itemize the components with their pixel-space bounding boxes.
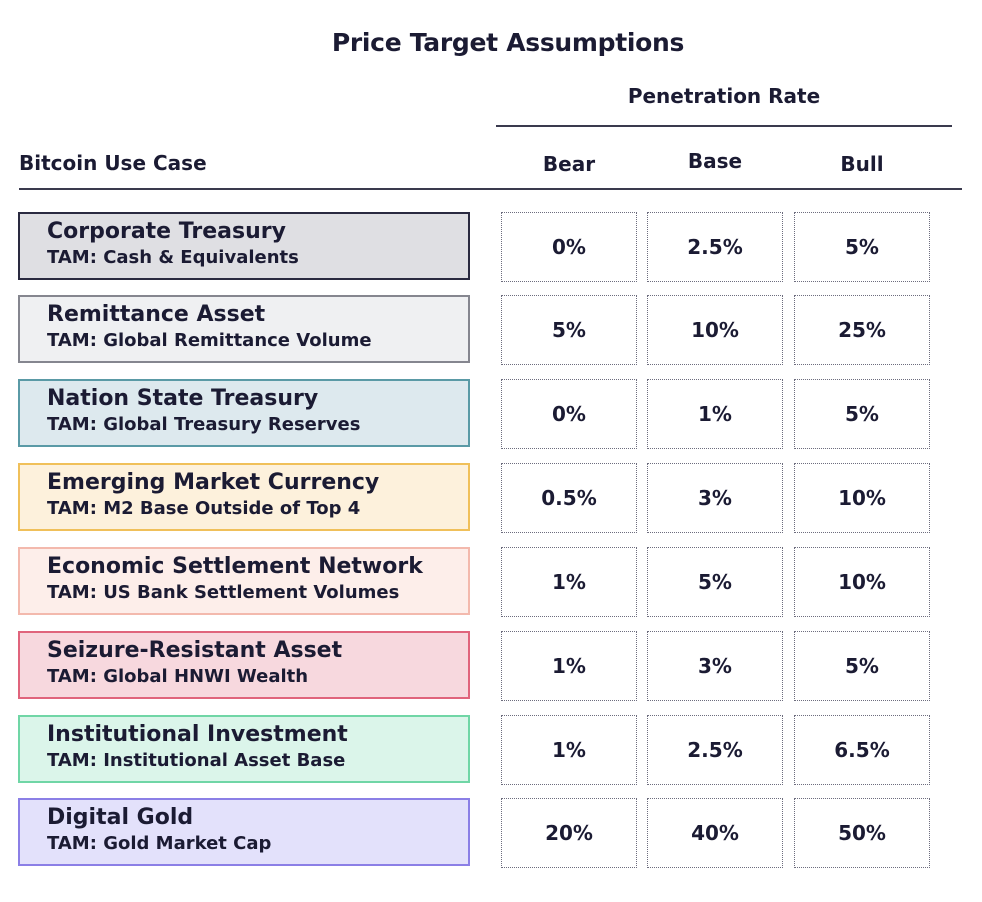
bear-cell: 1%: [501, 715, 637, 785]
bull-cell: 5%: [794, 212, 930, 282]
bull-cell: 50%: [794, 798, 930, 868]
bull-cell: 10%: [794, 463, 930, 533]
bear-cell: 0.5%: [501, 463, 637, 533]
use-case-tam: TAM: Cash & Equivalents: [47, 247, 299, 268]
base-cell: 10%: [647, 295, 783, 365]
bull-cell: 6.5%: [794, 715, 930, 785]
bear-cell: 0%: [501, 212, 637, 282]
use-case-header: Bitcoin Use Case: [19, 151, 207, 175]
use-case-label: Digital Gold TAM: Gold Market Cap: [18, 798, 470, 866]
base-cell: 2.5%: [647, 212, 783, 282]
use-case-tam: TAM: US Bank Settlement Volumes: [47, 582, 400, 603]
table-row: Institutional Investment TAM: Institutio…: [0, 715, 982, 787]
column-header-base: Base: [687, 149, 743, 173]
table-row: Digital Gold TAM: Gold Market Cap 20% 40…: [0, 798, 982, 870]
bull-cell: 10%: [794, 547, 930, 617]
table-row: Emerging Market Currency TAM: M2 Base Ou…: [0, 463, 982, 535]
table-row: Seizure-Resistant Asset TAM: Global HNWI…: [0, 631, 982, 703]
base-cell: 3%: [647, 631, 783, 701]
base-cell: 5%: [647, 547, 783, 617]
use-case-label: Nation State Treasury TAM: Global Treasu…: [18, 379, 470, 447]
use-case-tam: TAM: M2 Base Outside of Top 4: [47, 498, 361, 519]
bear-cell: 20%: [501, 798, 637, 868]
use-case-tam: TAM: Global Remittance Volume: [47, 330, 372, 351]
use-case-name: Seizure-Resistant Asset: [47, 638, 343, 663]
bull-cell: 5%: [794, 379, 930, 449]
use-case-tam: TAM: Global HNWI Wealth: [47, 666, 309, 687]
use-case-tam: TAM: Global Treasury Reserves: [47, 414, 361, 435]
use-case-name: Remittance Asset: [47, 302, 266, 327]
use-case-label: Economic Settlement Network TAM: US Bank…: [18, 547, 470, 615]
use-case-label: Institutional Investment TAM: Institutio…: [18, 715, 470, 783]
use-case-label: Emerging Market Currency TAM: M2 Base Ou…: [18, 463, 470, 531]
use-case-label: Seizure-Resistant Asset TAM: Global HNWI…: [18, 631, 470, 699]
use-case-name: Emerging Market Currency: [47, 470, 380, 495]
bear-cell: 1%: [501, 547, 637, 617]
table-divider: [19, 188, 962, 190]
table-row: Remittance Asset TAM: Global Remittance …: [0, 295, 982, 367]
bear-cell: 5%: [501, 295, 637, 365]
base-cell: 2.5%: [647, 715, 783, 785]
bull-cell: 25%: [794, 295, 930, 365]
bear-cell: 1%: [501, 631, 637, 701]
use-case-name: Institutional Investment: [47, 722, 348, 747]
table-row: Corporate Treasury TAM: Cash & Equivalen…: [0, 212, 982, 284]
bear-cell: 0%: [501, 379, 637, 449]
column-header-bull: Bull: [840, 152, 884, 176]
base-cell: 1%: [647, 379, 783, 449]
base-cell: 40%: [647, 798, 783, 868]
use-case-tam: TAM: Gold Market Cap: [47, 833, 272, 854]
base-cell: 3%: [647, 463, 783, 533]
table-row: Economic Settlement Network TAM: US Bank…: [0, 547, 982, 619]
use-case-label: Corporate Treasury TAM: Cash & Equivalen…: [18, 212, 470, 280]
use-case-name: Corporate Treasury: [47, 219, 286, 244]
table-row: Nation State Treasury TAM: Global Treasu…: [0, 379, 982, 451]
penetration-rate-header: Penetration Rate: [627, 84, 821, 108]
column-header-bear: Bear: [542, 152, 596, 176]
use-case-name: Digital Gold: [47, 805, 194, 830]
use-case-name: Economic Settlement Network: [47, 554, 423, 579]
use-case-label: Remittance Asset TAM: Global Remittance …: [18, 295, 470, 363]
use-case-tam: TAM: Institutional Asset Base: [47, 750, 346, 771]
header-divider: [496, 125, 952, 127]
bull-cell: 5%: [794, 631, 930, 701]
chart-title: Price Target Assumptions: [331, 28, 685, 57]
use-case-name: Nation State Treasury: [47, 386, 319, 411]
